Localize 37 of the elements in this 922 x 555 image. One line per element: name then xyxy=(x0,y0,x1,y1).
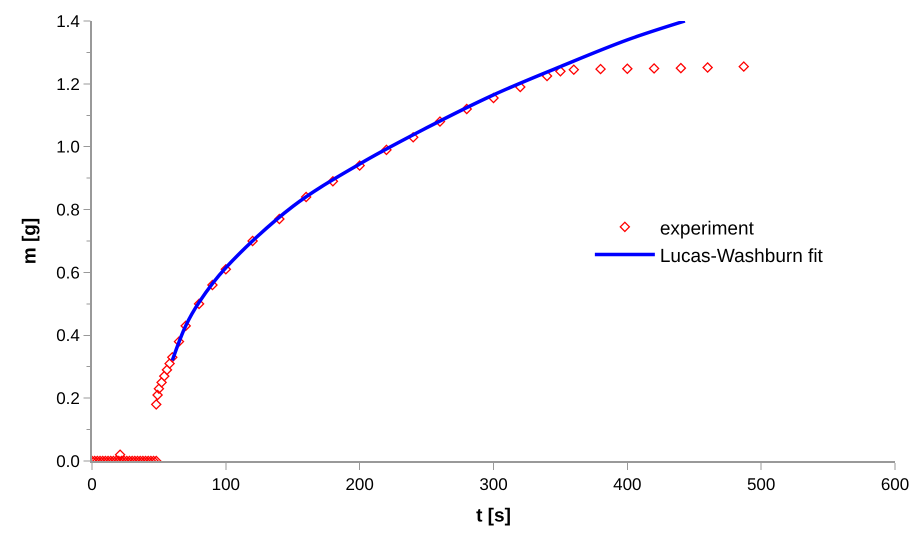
y-axis-title: m [g] xyxy=(20,218,41,264)
point xyxy=(207,280,218,290)
point xyxy=(555,66,566,76)
point xyxy=(595,64,606,74)
x-tick-label: 600 xyxy=(880,475,910,494)
point xyxy=(702,62,713,73)
point xyxy=(462,104,472,114)
x-tick-label: 300 xyxy=(479,475,508,494)
y-tick-label: 0.4 xyxy=(56,326,80,346)
y-tick-label: 1.2 xyxy=(56,74,80,94)
point xyxy=(247,236,258,246)
y-tick-label: 1.4 xyxy=(56,12,80,31)
x-tick-label: 200 xyxy=(345,475,374,494)
y-tick-label: 0.8 xyxy=(56,200,80,220)
legend-label: experiment xyxy=(660,218,755,240)
point xyxy=(274,214,285,224)
y-tick-label: 0.6 xyxy=(56,263,80,282)
point xyxy=(220,264,232,274)
point xyxy=(738,61,749,72)
point xyxy=(328,176,338,186)
x-tick-label: 500 xyxy=(746,475,776,494)
point xyxy=(381,144,392,156)
point xyxy=(648,63,660,74)
y-tick-label: 0.0 xyxy=(56,452,80,471)
point xyxy=(622,64,633,74)
x-tick-label: 100 xyxy=(212,475,240,494)
x-tick-label: 0 xyxy=(87,475,97,494)
point xyxy=(434,116,446,127)
x-tick-label: 400 xyxy=(613,475,642,494)
y-tick-label: 0.2 xyxy=(56,389,80,408)
point xyxy=(568,64,579,75)
point xyxy=(676,62,686,74)
y-tick-label: 1.0 xyxy=(56,138,80,157)
point xyxy=(354,160,365,171)
legend-label: Lucas-Washburn fit xyxy=(660,246,824,267)
x-axis-title: t [s] xyxy=(476,505,511,526)
point xyxy=(300,192,312,202)
